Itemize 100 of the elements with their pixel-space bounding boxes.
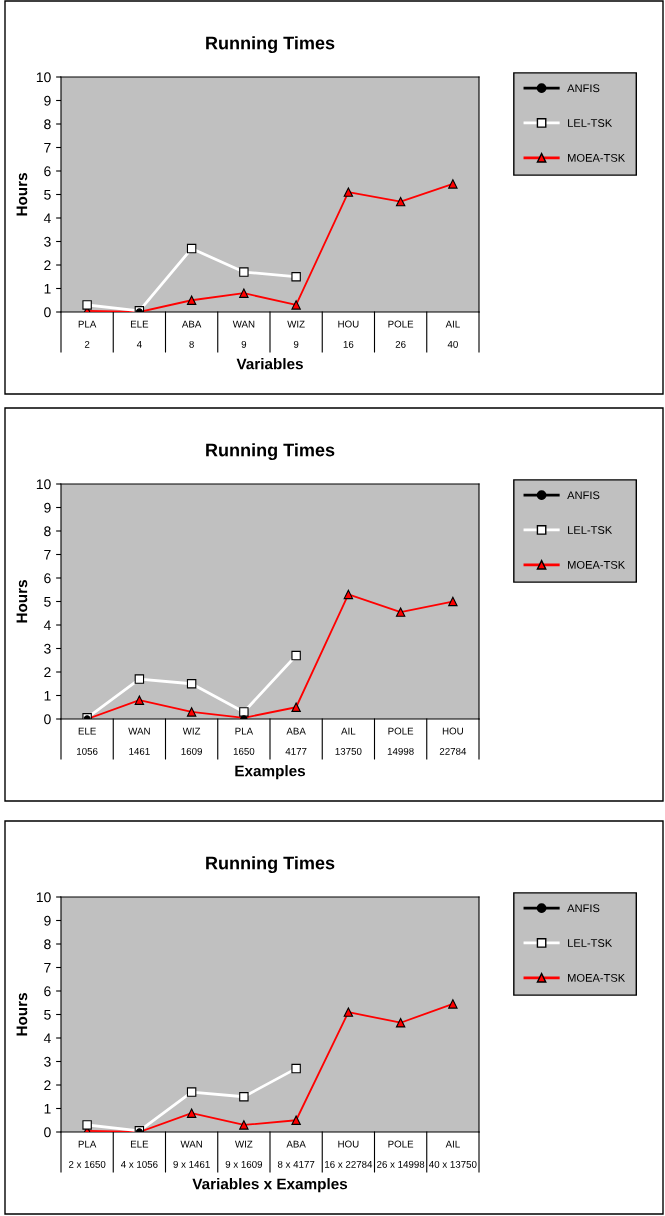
legend-label: MOEA-TSK [568, 973, 626, 982]
category-label: ELE 1056 [77, 727, 98, 755]
legend-label: ANFIS [567, 84, 600, 93]
category-label: ABA 4177 [285, 727, 307, 755]
category-label: PLA 2 [78, 320, 97, 348]
y-tick-label: 2 [44, 1080, 51, 1091]
point [186, 243, 197, 254]
category-label: WAN 1461 [128, 727, 150, 755]
y-tick-label: 1 [44, 283, 51, 294]
y-tick-label: 4 [43, 1033, 51, 1044]
point [186, 295, 197, 305]
point [291, 650, 301, 661]
y-tick-label: 9 [44, 915, 51, 926]
point [448, 179, 458, 189]
y-tick-label: 8 [44, 526, 51, 537]
y-tick-label: 6 [44, 573, 51, 584]
point [239, 267, 249, 277]
category-label: ABA 8 x 4177 [277, 1140, 315, 1168]
legend-label: MOEA-TSK [568, 560, 626, 569]
category-label: HOU 22784 [439, 727, 467, 755]
category-label: PLA 2 x 1650 [68, 1140, 106, 1168]
point [82, 1120, 92, 1130]
legend-label: LEL-TSK [568, 119, 613, 127]
y-tick-label: 0 [44, 714, 51, 725]
y-tick-label: 3 [44, 236, 51, 247]
category-label: WIZ 9 x 1609 [225, 1140, 263, 1168]
y-axis-title: Hours [16, 580, 28, 623]
y-tick-label: 7 [44, 962, 51, 973]
legend-label: LEL-TSK [568, 939, 613, 947]
category-label: WIZ 1609 [181, 727, 202, 755]
point [291, 300, 301, 310]
y-tick-label: 6 [44, 986, 51, 997]
point [186, 1108, 197, 1118]
category-label: HOU 16 x 22784 [325, 1140, 373, 1168]
y-tick-label: 4 [43, 620, 51, 631]
x-axis-title: Examples [235, 765, 306, 780]
legend-label: LEL-TSK [568, 526, 613, 534]
point [239, 1092, 249, 1102]
category-label: WAN 9 x 1461 [173, 1140, 210, 1168]
chart-title: Running Times [206, 36, 335, 54]
y-tick-label: 8 [44, 119, 51, 130]
category-label: ELE 4 [130, 320, 149, 348]
y-axis-title: Hours [16, 173, 28, 216]
point [343, 1007, 354, 1017]
y-tick-label: 10 [36, 479, 51, 490]
category-label: POLE 26 x 14998 [377, 1140, 425, 1168]
y-tick-label: 3 [44, 643, 51, 654]
point [186, 1087, 197, 1097]
point [395, 1018, 406, 1028]
category-label: POLE 26 [388, 320, 414, 348]
point [291, 1063, 301, 1074]
category-label: PLA 1650 [233, 727, 255, 755]
y-tick-label: 0 [44, 1127, 51, 1138]
point [82, 300, 92, 310]
y-tick-label: 2 [44, 260, 51, 271]
y-tick-label: 9 [44, 95, 51, 106]
category-label: AIL 13750 [335, 727, 362, 755]
point [134, 695, 145, 705]
y-tick-label: 4 [43, 213, 51, 224]
legend-label: ANFIS [567, 491, 600, 500]
x-axis-title: Variables x Examples [192, 1178, 348, 1193]
chart-title: Running Times [206, 856, 335, 874]
y-tick-label: 7 [44, 142, 51, 153]
point [343, 187, 354, 197]
y-tick-label: 0 [44, 307, 51, 318]
y-tick-label: 8 [44, 939, 51, 950]
point [448, 999, 458, 1009]
point [239, 288, 249, 298]
category-label: WAN 9 [232, 320, 255, 348]
category-label: WIZ 9 [287, 320, 305, 348]
point [395, 196, 406, 207]
point [395, 607, 406, 617]
category-label: ABA 8 [181, 320, 202, 348]
point [291, 702, 301, 712]
y-tick-label: 9 [44, 502, 51, 513]
point [186, 707, 197, 717]
category-label: POLE 14998 [387, 727, 414, 755]
legend-label: MOEA-TSK [568, 153, 626, 162]
point [134, 674, 145, 684]
x-axis-title: Variables [236, 358, 303, 370]
y-tick-label: 6 [44, 166, 51, 177]
y-tick-label: 1 [44, 1103, 51, 1114]
y-tick-label: 5 [44, 596, 51, 607]
point [239, 707, 249, 717]
point [448, 596, 458, 607]
category-label: AIL 40 [445, 320, 460, 348]
point [291, 1115, 301, 1125]
y-tick-label: 1 [44, 690, 51, 701]
category-label: ELE 4 x 1056 [120, 1140, 158, 1168]
y-tick-label: 10 [36, 72, 51, 83]
category-label: AIL 40 x 13750 [429, 1140, 477, 1168]
category-label: HOU 16 [338, 320, 359, 348]
point [239, 1120, 249, 1130]
y-tick-label: 3 [44, 1056, 51, 1067]
point [186, 679, 197, 689]
y-tick-label: 5 [44, 1009, 51, 1020]
y-tick-label: 7 [44, 549, 51, 560]
y-axis-title: Hours [16, 993, 28, 1036]
legend-label: ANFIS [567, 904, 600, 913]
point [291, 272, 301, 282]
